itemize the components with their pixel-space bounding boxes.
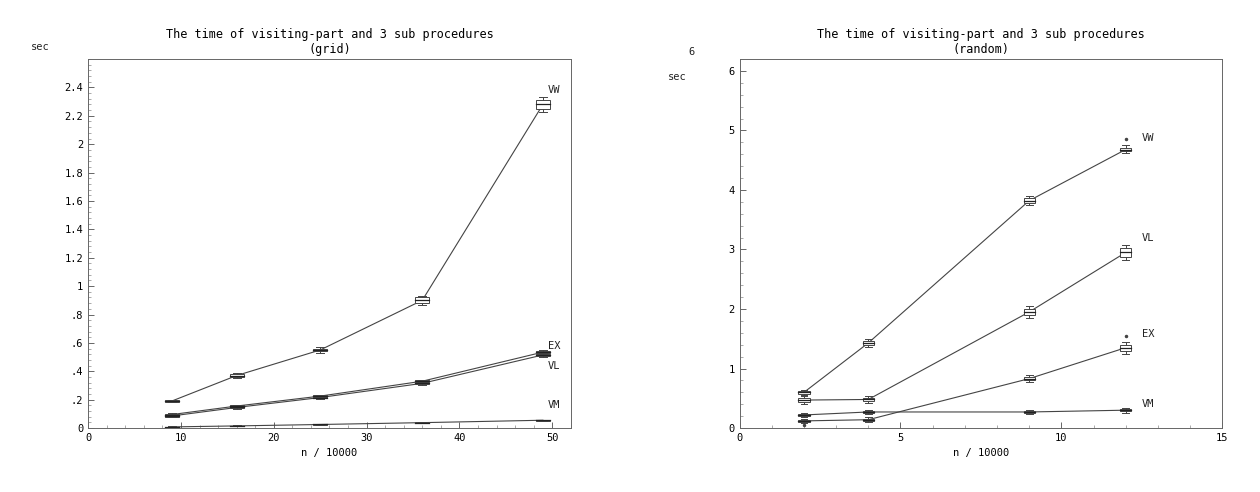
Bar bbox=[1120, 148, 1131, 152]
Bar bbox=[416, 298, 430, 303]
Bar bbox=[229, 405, 243, 407]
Bar bbox=[1023, 309, 1034, 315]
Bar bbox=[1120, 409, 1131, 411]
X-axis label: n / 10000: n / 10000 bbox=[953, 448, 1009, 459]
Bar bbox=[1023, 377, 1034, 380]
Text: VW: VW bbox=[1142, 133, 1154, 143]
Bar bbox=[314, 348, 328, 351]
Bar bbox=[536, 354, 549, 356]
Bar bbox=[314, 396, 328, 397]
Bar bbox=[416, 422, 430, 423]
Bar bbox=[165, 400, 179, 402]
Text: VL: VL bbox=[1142, 233, 1154, 243]
Bar bbox=[863, 411, 874, 413]
Text: 6: 6 bbox=[688, 47, 694, 57]
Text: VW: VW bbox=[548, 85, 559, 95]
Bar bbox=[165, 414, 179, 415]
Bar bbox=[863, 341, 874, 345]
Bar bbox=[536, 420, 549, 421]
Bar bbox=[416, 380, 430, 382]
Text: VM: VM bbox=[1142, 399, 1154, 409]
Bar bbox=[799, 414, 810, 416]
Text: EX: EX bbox=[1142, 329, 1154, 339]
Title: The time of visiting-part and 3 sub procedures
(grid): The time of visiting-part and 3 sub proc… bbox=[165, 29, 494, 57]
Bar bbox=[1023, 198, 1034, 203]
Bar bbox=[863, 419, 874, 421]
Bar bbox=[536, 100, 549, 109]
Title: The time of visiting-part and 3 sub procedures
(random): The time of visiting-part and 3 sub proc… bbox=[816, 29, 1145, 57]
Text: VM: VM bbox=[548, 400, 559, 410]
Bar bbox=[536, 351, 549, 353]
Bar bbox=[1120, 248, 1131, 257]
Bar bbox=[229, 407, 243, 408]
Bar bbox=[314, 397, 328, 398]
Bar bbox=[799, 399, 810, 402]
Text: sec: sec bbox=[30, 42, 49, 52]
Bar bbox=[314, 424, 328, 425]
Bar bbox=[165, 415, 179, 417]
Bar bbox=[1023, 411, 1034, 413]
Text: EX: EX bbox=[548, 341, 559, 351]
Bar bbox=[416, 383, 430, 384]
Bar bbox=[799, 420, 810, 422]
Bar bbox=[799, 391, 810, 394]
Bar bbox=[863, 398, 874, 401]
Bar bbox=[229, 374, 243, 377]
Bar bbox=[1120, 345, 1131, 351]
Text: sec: sec bbox=[668, 72, 687, 82]
X-axis label: n / 10000: n / 10000 bbox=[301, 448, 358, 459]
Text: VL: VL bbox=[548, 361, 559, 370]
